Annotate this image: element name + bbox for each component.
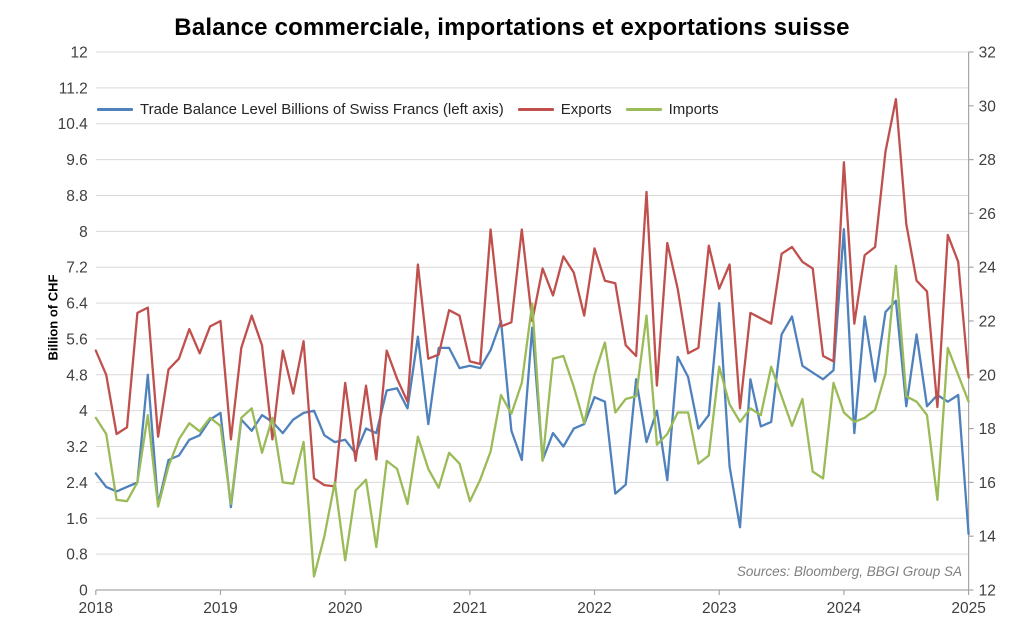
x-axis-tick-label: 2021 (453, 600, 487, 617)
legend-item: Exports (517, 101, 612, 118)
right-axis-tick-label: 16 (979, 475, 996, 492)
legend-label: Imports (668, 101, 719, 118)
legend-line-swatch (517, 108, 554, 111)
legend-line-swatch (97, 108, 133, 111)
right-axis-tick-label: 14 (979, 529, 997, 546)
x-axis-tick-label: 2018 (79, 600, 113, 617)
left-axis-tick-label: 6.4 (66, 296, 88, 313)
left-axis-tick-label: 8.8 (66, 188, 88, 205)
x-axis-tick-label: 2019 (203, 600, 237, 617)
right-axis-tick-label: 18 (979, 421, 996, 438)
legend-item: Trade Balance Level Billions of Swiss Fr… (97, 101, 504, 118)
legend-label: Trade Balance Level Billions of Swiss Fr… (140, 101, 504, 118)
series-line-exports (94, 97, 970, 488)
legend-line-swatch (625, 108, 662, 111)
chart-title: Balance commerciale, importations et exp… (174, 14, 850, 41)
left-axis-tick-label: 11.2 (59, 80, 88, 97)
x-axis-tick-label: 2020 (328, 600, 363, 617)
left-axis-tick-label: 4 (79, 403, 88, 420)
x-axis-tick-label: 2022 (577, 600, 611, 617)
x-axis-tick-label: 2023 (702, 600, 736, 617)
left-axis-tick-label: 8 (79, 224, 88, 241)
left-axis-tick-label: 0 (79, 583, 88, 600)
left-axis-tick-label: 2.4 (66, 475, 88, 492)
left-axis-tick-label: 1.6 (66, 511, 88, 528)
legend-item: Imports (625, 101, 719, 118)
left-axis-tick-label: 12 (71, 45, 88, 62)
left-axis-tick-label: 9.6 (66, 152, 88, 169)
right-axis-tick-label: 30 (979, 98, 997, 115)
x-axis-tick-label: 2025 (951, 600, 985, 617)
axis-lines (95, 51, 974, 595)
axis-tick-labels: 2018 2019 2020 2021 2022 2023 2024 202512141618… (58, 45, 997, 618)
gridlines (95, 51, 969, 555)
right-axis-tick-label: 28 (979, 152, 996, 169)
left-axis-tick-label: 10.4 (58, 116, 89, 133)
right-axis-tick-label: 32 (979, 45, 996, 62)
chart-legend: Trade Balance Level Billions of Swiss Fr… (97, 101, 727, 118)
legend-label: Exports (560, 101, 612, 118)
left-axis-tick-label: 4.8 (66, 367, 88, 384)
right-axis-tick-label: 24 (979, 260, 997, 277)
left-axis-tick-label: 5.6 (66, 331, 88, 348)
right-axis-tick-label: 12 (979, 583, 996, 600)
source-note: Sources: Bloomberg, BBGI Group SA (736, 564, 962, 579)
series-line-imports (94, 264, 970, 578)
right-axis-tick-label: 20 (979, 367, 997, 384)
x-axis-tick-label: 2024 (827, 600, 862, 617)
left-axis-tick-label: 7.2 (66, 260, 88, 277)
left-axis-tick-label: 3.2 (66, 439, 88, 456)
right-axis-tick-label: 26 (979, 206, 996, 223)
right-axis-tick-label: 22 (979, 314, 996, 331)
data-series-lines (94, 97, 970, 578)
left-axis-tick-label: 0.8 (66, 547, 88, 564)
